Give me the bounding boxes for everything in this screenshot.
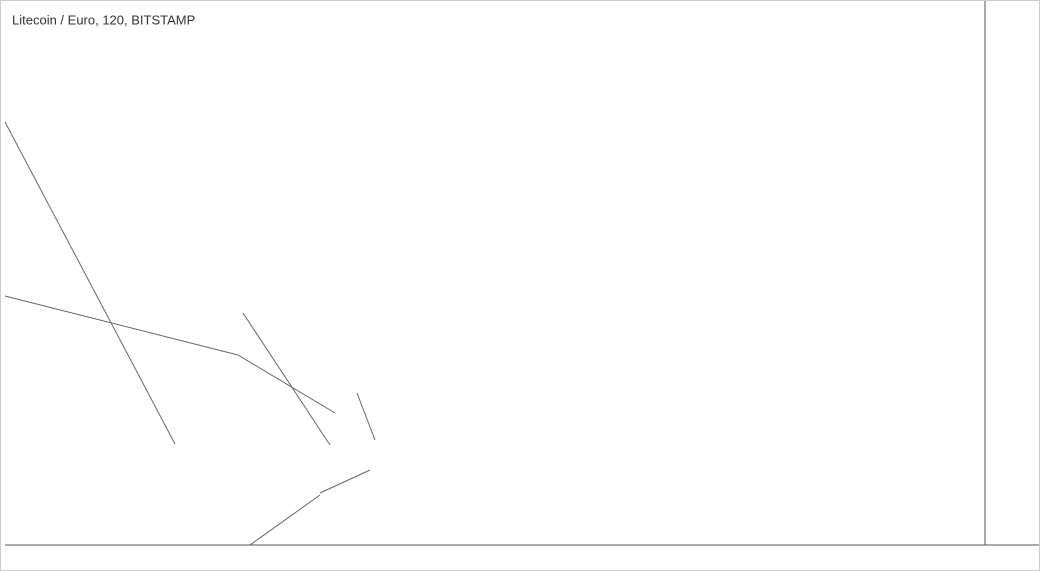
trend-line [4, 121, 176, 445]
trend-lines [4, 121, 376, 546]
trend-line [319, 469, 371, 494]
trend-line [249, 494, 321, 546]
trend-line [4, 295, 239, 356]
chart-title: Litecoin / Euro, 120, BITSTAMP [12, 12, 195, 27]
trend-line [242, 312, 331, 446]
trend-line [237, 354, 336, 414]
trend-line [356, 392, 376, 441]
